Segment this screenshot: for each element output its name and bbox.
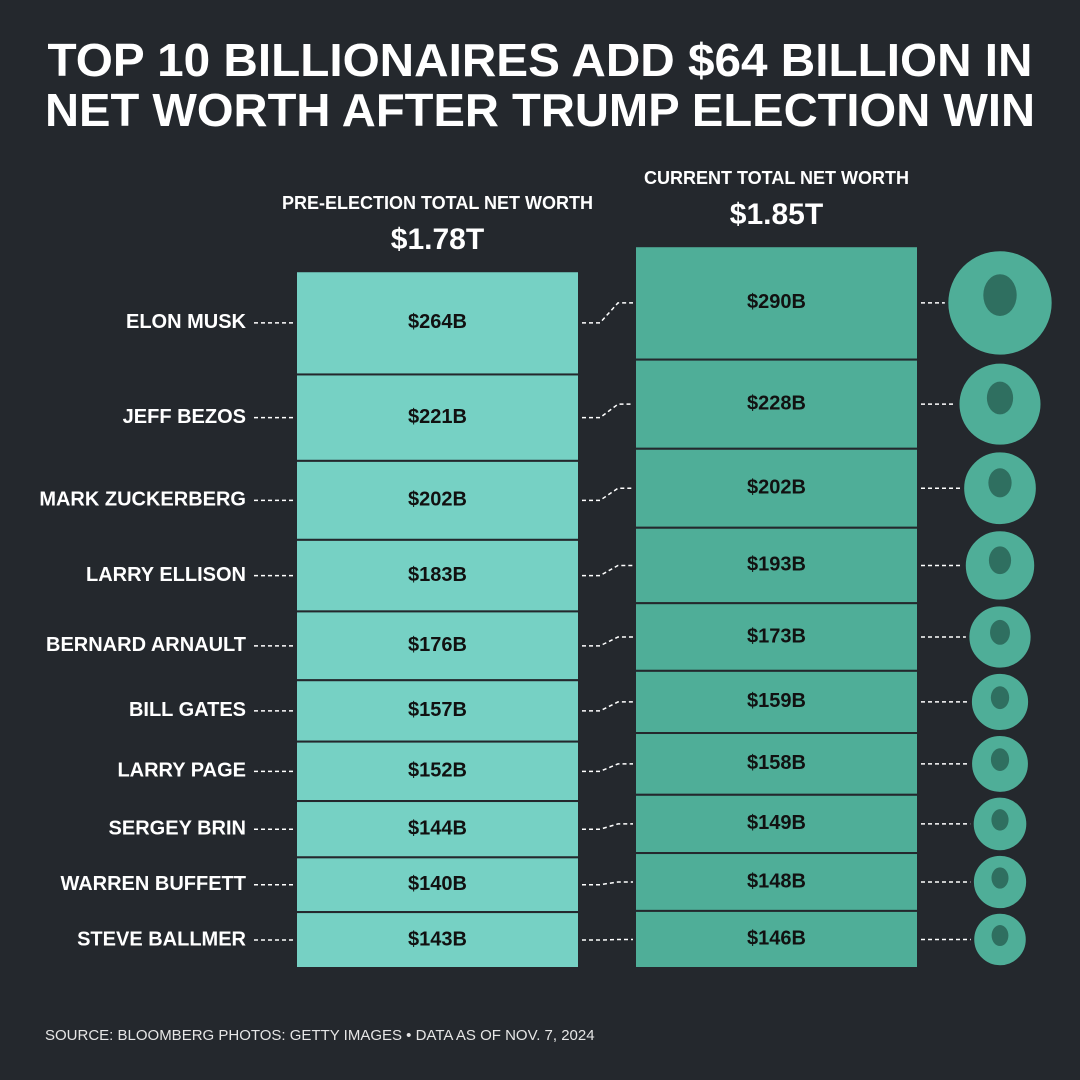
segment [634,358,919,450]
segment [634,909,919,969]
value-label: $228B [747,392,806,414]
series-total: $1.78T [391,223,484,256]
series-total: $1.85T [730,198,823,231]
connector [582,564,633,577]
name-label: ELON MUSK [126,311,247,333]
name-label: LARRY ELLISON [86,564,246,586]
value-label: $290B [747,291,806,313]
name-label: MARK ZUCKERBERG [39,489,246,511]
value-label: $144B [408,817,467,839]
segment [634,526,919,605]
connector [582,763,633,773]
connector [582,302,633,324]
segment [634,447,919,529]
value-label: $152B [408,760,467,782]
photo-figure [990,619,1010,645]
value-label: $202B [408,489,467,511]
value-label: $158B [747,752,806,774]
segment [295,270,580,376]
connector [582,403,633,419]
photo-figure [988,546,1012,575]
photo-figure [986,381,1014,415]
name-label: STEVE BALLMER [77,928,246,950]
segment [634,793,919,855]
value-label: $159B [747,690,806,712]
name-label: SERGEY BRIN [109,817,246,839]
name-label: WARREN BUFFETT [60,873,246,895]
segment [634,669,919,735]
value-label: $183B [408,564,467,586]
series-name: PRE-ELECTION TOTAL NET WORTH [282,193,593,213]
name-label: BERNARD ARNAULT [46,634,246,656]
value-label: $157B [408,699,467,721]
name-label: JEFF BEZOS [123,406,246,428]
photo-figure [988,468,1012,498]
segment [295,911,580,969]
value-label: $202B [747,477,806,499]
value-label: $148B [747,870,806,892]
photo-figure [991,809,1009,831]
connector [582,636,633,647]
value-label: $193B [747,554,806,576]
value-label: $221B [408,406,467,428]
segment [634,732,919,796]
segment [295,740,580,803]
segment [295,856,580,914]
connector [582,701,633,712]
segment [295,459,580,541]
name-label: BILL GATES [129,699,246,721]
connector [582,938,633,941]
chart-title: NET WORTH AFTER TRUMP ELECTION WIN [45,84,1035,136]
value-label: $173B [747,625,806,647]
photo-figure [990,686,1010,710]
name-label: LARRY PAGE [117,760,246,782]
value-label: $146B [747,928,806,950]
connector [582,823,633,830]
source-note: SOURCE: BLOOMBERG PHOTOS: GETTY IMAGES •… [45,1027,595,1044]
photo-figure [983,274,1017,316]
connector [582,487,633,502]
series-name: CURRENT TOTAL NET WORTH [644,168,909,188]
value-label: $140B [408,873,467,895]
value-label: $176B [408,634,467,656]
segment [295,800,580,859]
photo-figure [990,748,1010,772]
chart-title: TOP 10 BILLIONAIRES ADD $64 BILLION IN [48,34,1033,86]
value-label: $143B [408,928,467,950]
connector [582,881,633,886]
photo-figure [991,925,1009,947]
segment [634,852,919,912]
segment [634,602,919,672]
segment [295,373,580,462]
value-label: $264B [408,311,467,333]
photo-figure [991,867,1009,889]
value-label: $149B [747,812,806,834]
